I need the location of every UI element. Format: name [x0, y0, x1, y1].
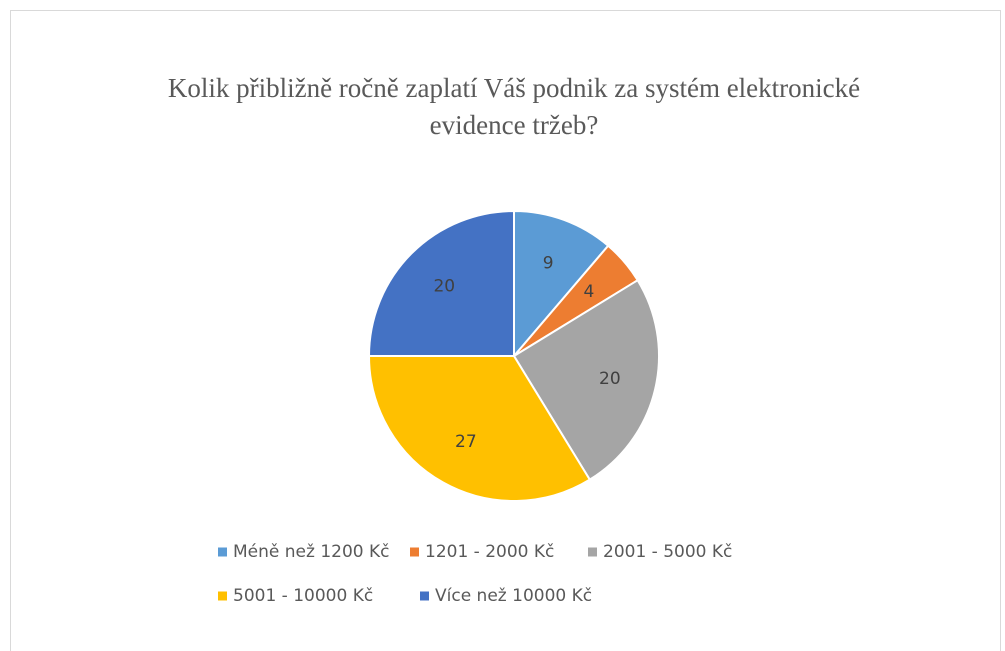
legend-label: 5001 - 10000 Kč [233, 586, 373, 606]
legend-label: 2001 - 5000 Kč [603, 542, 732, 562]
legend-marker [410, 547, 419, 557]
legend-marker [218, 547, 227, 557]
pie-slice [367, 209, 515, 357]
legend-label: Více než 10000 Kč [435, 586, 592, 606]
legend-marker [218, 591, 227, 601]
chart-border [10, 10, 1001, 651]
data-label: 20 [433, 276, 455, 296]
data-label: 4 [584, 282, 595, 302]
legend-marker [420, 591, 429, 601]
data-label: 27 [455, 432, 477, 452]
legend-label: Méně než 1200 Kč [233, 542, 390, 562]
legend-marker [588, 547, 597, 557]
pie-slice [367, 355, 592, 502]
data-label: 9 [543, 253, 554, 273]
data-label: 20 [599, 369, 621, 389]
legend-label: 1201 - 2000 Kč [425, 542, 554, 562]
pie-slice [512, 278, 660, 482]
chart-title: Kolik přibližně ročně zaplatí Váš podnik… [167, 73, 861, 140]
pie-slice [513, 209, 610, 359]
